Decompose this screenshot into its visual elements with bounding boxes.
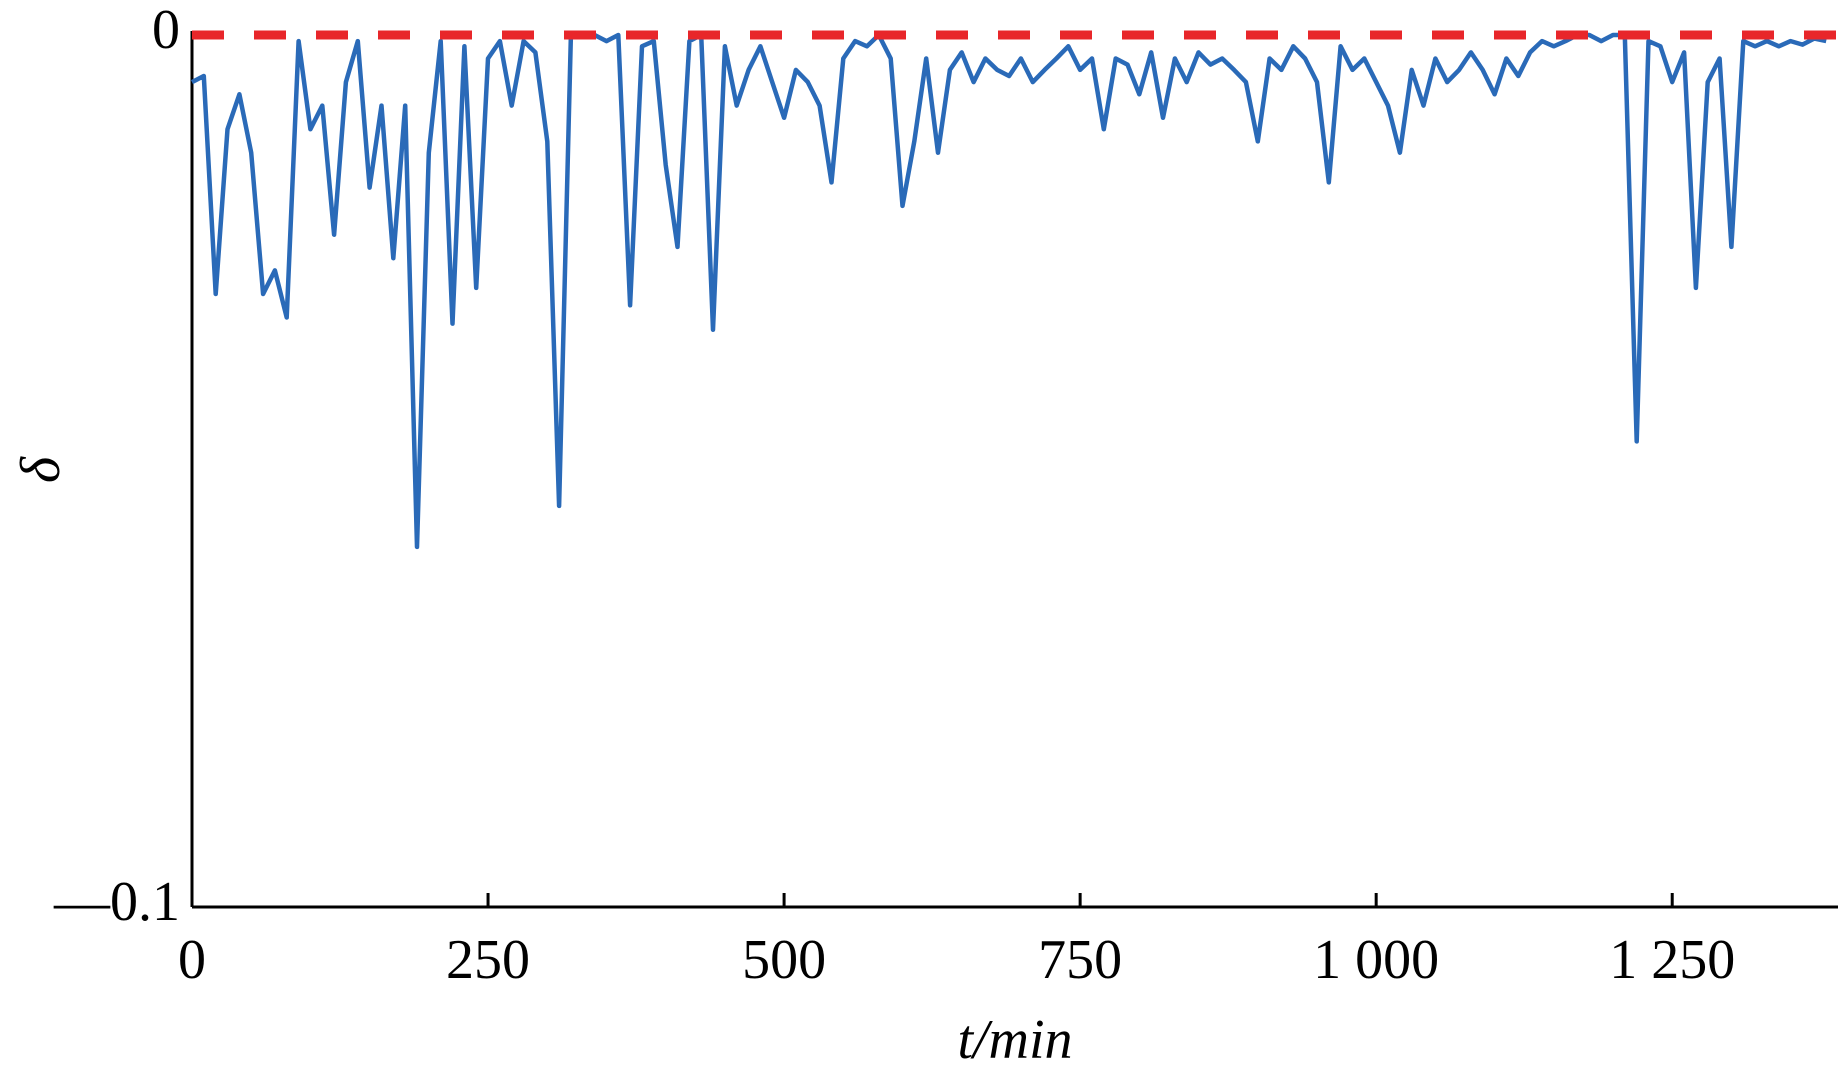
x-tick-label: 250 xyxy=(446,929,530,991)
x-tick-label: 1 000 xyxy=(1313,929,1439,991)
y-tick-label: —0.1 xyxy=(53,871,180,933)
y-axis-label: δ xyxy=(10,456,72,483)
data-line xyxy=(190,32,1827,550)
x-tick-label: 1 250 xyxy=(1609,929,1735,991)
x-tick-label: 500 xyxy=(742,929,826,991)
x-tick-label: 0 xyxy=(178,929,206,991)
x-axis-label: t/min xyxy=(957,1009,1072,1071)
x-tick-label: 750 xyxy=(1038,929,1122,991)
y-tick-label: 0 xyxy=(152,0,180,61)
